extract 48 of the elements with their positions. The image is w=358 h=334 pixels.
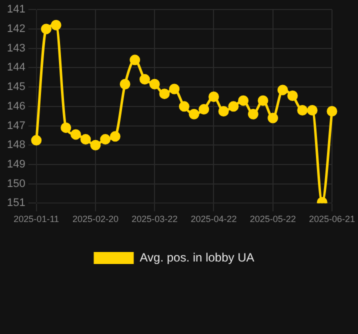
- y-tick-label: 145: [6, 81, 26, 94]
- x-tick-label: 2025-01-11: [14, 214, 60, 224]
- x-tick-label: 2025-06-21: [308, 214, 356, 224]
- point: [277, 84, 288, 96]
- point: [110, 131, 120, 142]
- point: [228, 101, 239, 112]
- x-tick-label: 2025-03-22: [132, 214, 178, 224]
- y-tick-label: 146: [6, 100, 26, 112]
- point: [80, 134, 91, 145]
- point: [70, 129, 82, 140]
- point: [100, 134, 111, 145]
- point: [297, 105, 308, 116]
- point: [178, 101, 190, 112]
- y-tick-label: 144: [6, 62, 26, 74]
- point: [238, 95, 249, 106]
- point: [287, 90, 298, 101]
- point: [326, 106, 338, 116]
- point: [198, 104, 210, 115]
- point: [120, 78, 130, 90]
- y-tick-label: 142: [6, 22, 26, 35]
- point: [268, 112, 278, 124]
- point: [208, 91, 219, 102]
- point: [50, 20, 62, 30]
- y-tick-label: 147: [6, 120, 26, 132]
- point: [130, 54, 140, 66]
- point: [218, 106, 229, 116]
- y-tick-label: 148: [6, 139, 26, 152]
- point: [140, 74, 150, 85]
- point: [149, 78, 160, 90]
- point: [258, 95, 268, 106]
- point: [31, 135, 42, 146]
- point: [90, 140, 101, 150]
- y-tick-label: 143: [6, 42, 26, 54]
- y-tick-label: 150: [6, 178, 26, 190]
- point: [248, 108, 258, 120]
- x-tick-label: 2025-02-20: [72, 214, 118, 224]
- y-tick-label: 141: [6, 4, 26, 16]
- x-tick-label: 2025-04-22: [190, 214, 237, 224]
- point: [40, 24, 52, 34]
- y-tick-label: 149: [6, 158, 26, 171]
- point: [169, 84, 180, 94]
- point: [307, 105, 318, 116]
- point: [159, 88, 170, 100]
- point: [188, 108, 200, 120]
- y-tick-label: 151: [6, 197, 26, 210]
- point: [60, 122, 72, 133]
- x-tick-label: 2025-05-22: [250, 214, 296, 224]
- legend-label: Avg. pos. in lobby UA: [140, 250, 254, 264]
